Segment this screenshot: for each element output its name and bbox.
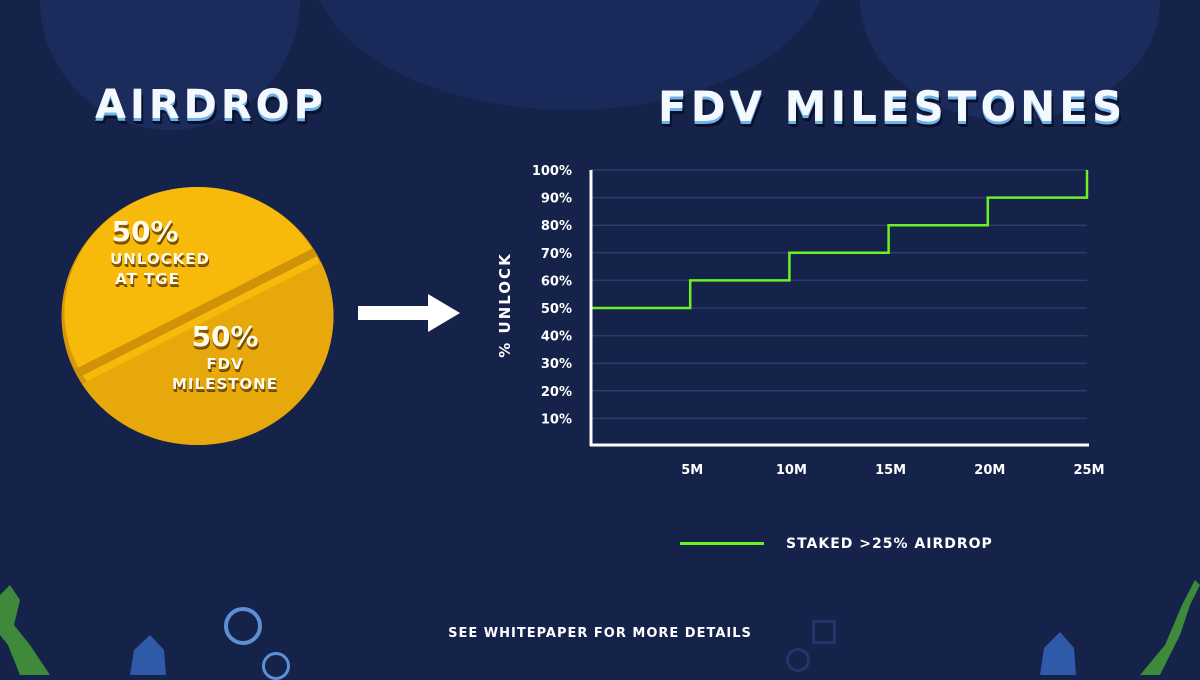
whitepaper-note: SEE WHITEPAPER FOR MORE DETAILS xyxy=(448,626,752,641)
square-decoration xyxy=(812,620,836,644)
series-line xyxy=(591,170,1089,310)
seaweed-right-decoration xyxy=(1140,580,1200,675)
y-tick-label: 50% xyxy=(541,302,572,317)
y-axis-label: % UNLOCK xyxy=(496,252,514,357)
airdrop-coin xyxy=(61,187,334,445)
x-tick-label: 15M xyxy=(875,463,906,478)
x-tick-label: 10M xyxy=(776,463,807,478)
coin-bottom-label-line2: MILESTONE xyxy=(172,375,278,393)
y-tick-label: 80% xyxy=(541,219,572,234)
y-tick-label: 90% xyxy=(541,192,572,207)
fdv-milestones-heading: FDV MILESTONES xyxy=(658,82,1127,131)
x-tick-label: 20M xyxy=(974,463,1005,478)
x-tick-label: 25M xyxy=(1073,463,1104,478)
coin-top-percentage: 50% xyxy=(111,215,179,248)
legend-swatch xyxy=(680,542,764,545)
y-tick-label: 30% xyxy=(541,357,572,372)
square-decoration xyxy=(786,648,810,672)
airdrop-heading: AIRDROP xyxy=(95,82,327,128)
coral-left-decoration xyxy=(130,635,166,675)
y-tick-label: 70% xyxy=(541,247,572,262)
coral-right-decoration xyxy=(1040,632,1076,675)
coin-bottom-percentage: 50% xyxy=(191,320,259,353)
y-tick-label: 10% xyxy=(541,412,572,427)
coin-bottom-label-line1: FDV xyxy=(206,355,244,373)
y-tick-label: 100% xyxy=(532,164,572,179)
x-tick-label: 5M xyxy=(681,463,703,478)
legend-label: STAKED >25% AIRDROP xyxy=(786,536,993,552)
coin-top-label-line2: AT TGE xyxy=(115,270,180,288)
coin-top-label-line1: UNLOCKED xyxy=(110,250,210,268)
y-tick-label: 60% xyxy=(541,274,572,289)
y-tick-label: 20% xyxy=(541,385,572,400)
bubble-ring-decoration xyxy=(262,652,290,680)
seaweed-left-decoration xyxy=(0,585,50,675)
y-tick-label: 40% xyxy=(541,330,572,345)
bubble-ring-decoration xyxy=(224,607,262,645)
